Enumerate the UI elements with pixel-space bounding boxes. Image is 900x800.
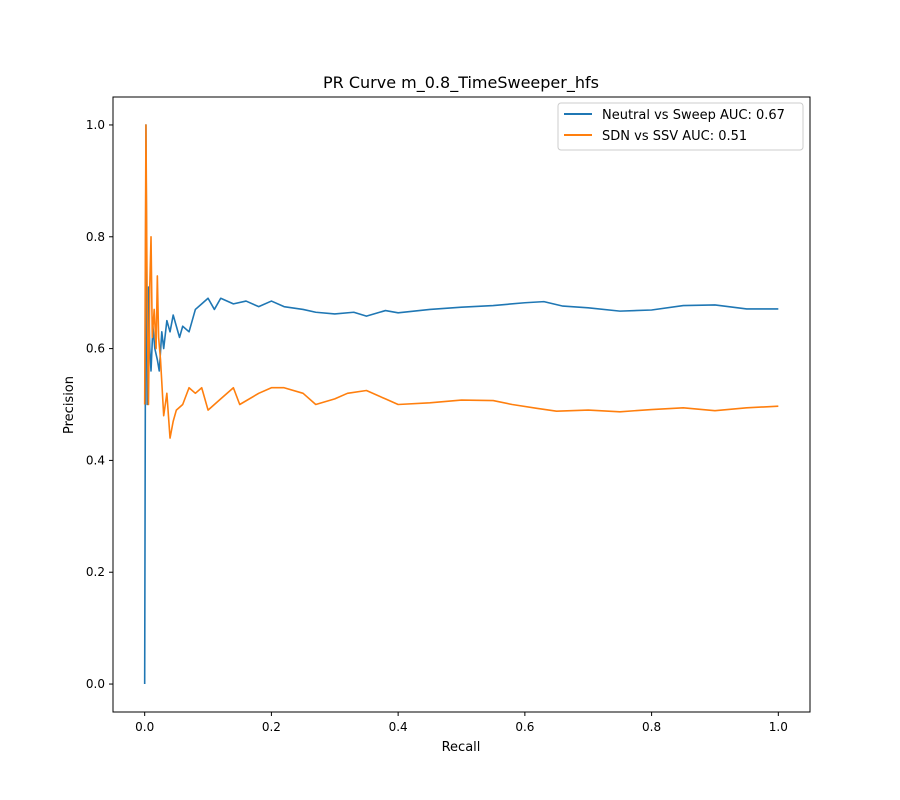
- x-tick-label: 0.2: [262, 720, 281, 734]
- x-tick-label: 0.0: [135, 720, 154, 734]
- legend-entry-neutral-vs-sweep: Neutral vs Sweep AUC: 0.67: [602, 108, 785, 123]
- series-layer: [143, 124, 779, 685]
- x-tick-label: 0.4: [389, 720, 408, 734]
- series-line-sdn-vs-ssv: [143, 124, 779, 439]
- y-tick-label: 0.4: [86, 453, 105, 467]
- x-tick-label: 1.0: [769, 720, 788, 734]
- legend-entry-sdn-vs-ssv: SDN vs SSV AUC: 0.51: [602, 129, 747, 144]
- legend-box: [557, 102, 804, 151]
- chart-title: PR Curve m_0.8_TimeSweeper_hfs: [323, 73, 599, 93]
- y-tick-label: 0.2: [86, 565, 105, 579]
- legend: Neutral vs Sweep AUC: 0.67 SDN vs SSV AU…: [557, 102, 804, 151]
- plot-frame: [112, 96, 811, 713]
- series-line-neutral-vs-sweep: [143, 124, 779, 685]
- y-tick-label: 0.6: [86, 342, 105, 356]
- y-tick-label: 0.0: [86, 677, 105, 691]
- x-axis: 0.0 0.2 0.4 0.6 0.8 1.0: [135, 712, 788, 734]
- x-tick-label: 0.8: [642, 720, 661, 734]
- plot-area: [112, 96, 811, 713]
- x-tick-label: 0.6: [515, 720, 534, 734]
- x-axis-label: Recall: [442, 740, 481, 755]
- y-axis: 0.0 0.2 0.4 0.6 0.8 1.0: [86, 118, 113, 691]
- y-tick-label: 0.8: [86, 230, 105, 244]
- y-axis-label: Precision: [62, 376, 77, 434]
- y-tick-label: 1.0: [86, 118, 105, 132]
